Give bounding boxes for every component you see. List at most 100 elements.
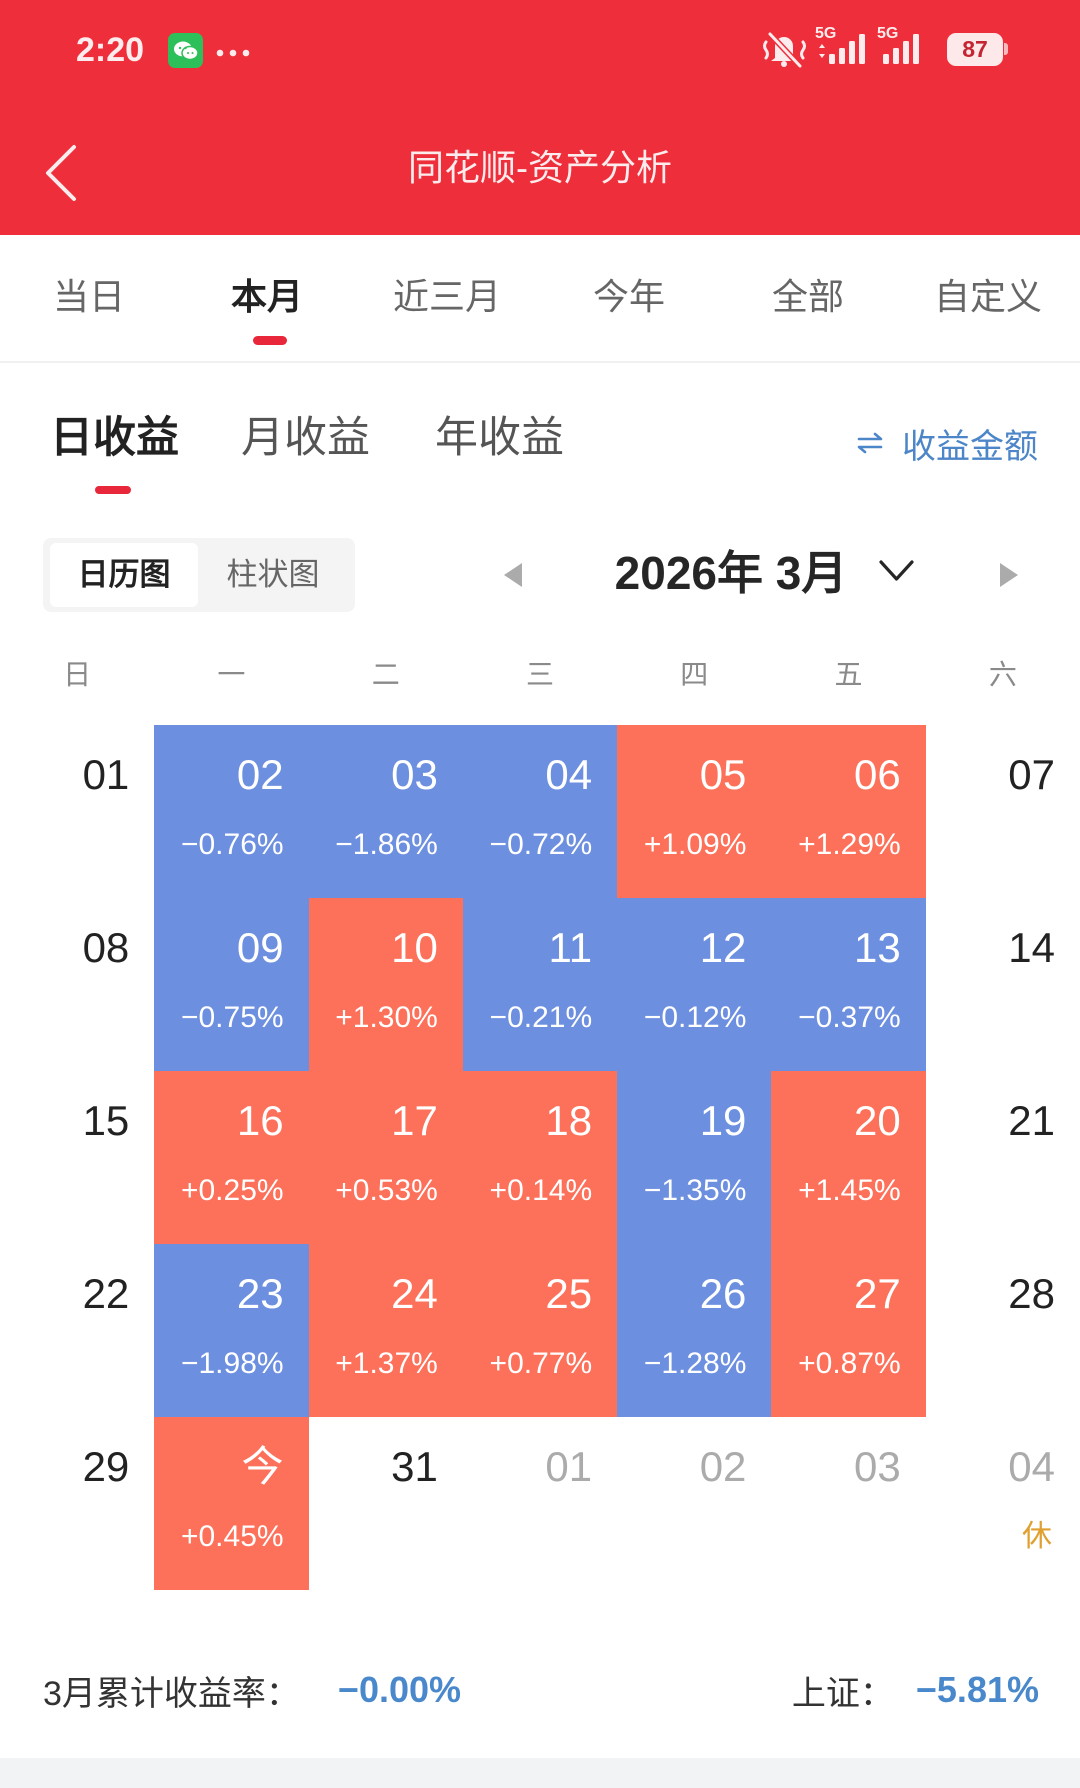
day-number: 02	[699, 1443, 747, 1490]
chevron-down-icon[interactable]	[878, 558, 915, 584]
calendar-day[interactable]: 10 +1.30%	[308, 898, 463, 1071]
calendar-day-today[interactable]: 今 +0.45%	[154, 1417, 309, 1590]
calendar-day-next-month[interactable]: 03	[771, 1417, 925, 1590]
tab-all[interactable]: 全部	[771, 276, 845, 317]
daily-return: +0.45%	[180, 1520, 284, 1553]
index-return-value: −5.81%	[915, 1669, 1039, 1710]
calendar-day[interactable]: 18 +0.14%	[462, 1071, 618, 1244]
day-number: 17	[391, 1097, 438, 1144]
daily-return: −0.72%	[489, 828, 593, 861]
day-number: 19	[699, 1097, 747, 1144]
view-toggle-active-bg	[50, 543, 198, 607]
tab-this-year[interactable]: 今年	[592, 276, 666, 317]
network-type-label: 5G	[877, 25, 899, 42]
calendar-day-next-month[interactable]: 04 休	[926, 1417, 1080, 1590]
divider	[0, 361, 1080, 363]
daily-return: +0.14%	[489, 1174, 593, 1207]
view-calendar-button[interactable]: 日历图	[77, 557, 171, 592]
prev-month-button[interactable]	[504, 563, 522, 587]
holiday-badge: 休	[1022, 1520, 1052, 1553]
weekday-label: 六	[988, 659, 1017, 690]
calendar-day[interactable]: 29	[0, 1417, 154, 1590]
tab-custom[interactable]: 自定义	[933, 276, 1043, 317]
bottom-band	[0, 1758, 1080, 1788]
daily-return: −1.98%	[180, 1347, 284, 1380]
toggle-amount-label: 收益金额	[902, 427, 1038, 466]
calendar-day[interactable]: 24 +1.37%	[308, 1244, 463, 1417]
calendar-day[interactable]: 11 −0.21%	[462, 898, 618, 1071]
calendar-day[interactable]: 19 −1.35%	[617, 1071, 772, 1244]
battery-icon: 87	[947, 33, 1003, 66]
day-number: 27	[853, 1270, 901, 1317]
day-number: 16	[236, 1097, 284, 1144]
active-subtab-indicator	[95, 486, 131, 494]
calendar-day[interactable]: 03 −1.86%	[308, 725, 463, 898]
mute-bell-icon	[763, 31, 806, 69]
day-number: 24	[391, 1270, 438, 1317]
weekday-label: 日	[63, 659, 92, 690]
weekday-label: 一	[217, 659, 246, 690]
day-number: 09	[236, 924, 284, 971]
day-number: 15	[82, 1097, 130, 1144]
calendar-day[interactable]: 17 +0.53%	[308, 1071, 463, 1244]
tab-monthly-return[interactable]: 月收益	[241, 414, 370, 462]
index-return: 上证： −5.81%	[792, 1668, 1039, 1713]
calendar-day[interactable]: 02 −0.76%	[154, 725, 309, 898]
day-number: 07	[1008, 751, 1055, 798]
signal-5g-icon-1: 5G	[815, 26, 873, 70]
daily-return: +1.45%	[798, 1174, 901, 1207]
calendar-day[interactable]: 06 +1.29%	[771, 725, 926, 898]
tab-yearly-return[interactable]: 年收益	[435, 414, 564, 462]
calendar-day[interactable]: 04 −0.72%	[462, 725, 618, 898]
day-number: 12	[699, 924, 747, 971]
calendar-day[interactable]: 31	[309, 1417, 463, 1590]
calendar-day[interactable]: 07	[926, 725, 1080, 898]
swap-icon	[857, 432, 883, 454]
day-number: 25	[545, 1270, 593, 1317]
day-number: 18	[545, 1097, 593, 1144]
calendar-day[interactable]: 05 +1.09%	[617, 725, 772, 898]
calendar-day[interactable]: 22	[0, 1244, 154, 1417]
calendar-day[interactable]: 12 −0.12%	[617, 898, 772, 1071]
day-number: 今	[241, 1443, 284, 1490]
calendar-day[interactable]: 16 +0.25%	[154, 1071, 309, 1244]
weekday-label: 五	[834, 659, 863, 690]
day-number: 08	[82, 924, 130, 971]
daily-return: −0.75%	[180, 1001, 284, 1034]
calendar-day[interactable]: 20 +1.45%	[771, 1071, 926, 1244]
tab-daily-return[interactable]: 日收益	[50, 414, 179, 462]
tab-last-three-months[interactable]: 近三月	[392, 276, 502, 317]
day-number: 26	[699, 1270, 747, 1317]
calendar-day[interactable]: 23 −1.98%	[154, 1244, 309, 1417]
month-title[interactable]: 2026年 3月	[614, 547, 848, 599]
signal-5g-icon-2: 5G	[877, 26, 935, 70]
calendar-day[interactable]: 09 −0.75%	[154, 898, 309, 1071]
daily-return: +0.77%	[489, 1347, 593, 1380]
calendar-day[interactable]: 21	[926, 1071, 1080, 1244]
toggle-amount-button[interactable]: 收益金额	[857, 422, 1038, 466]
calendar-day[interactable]: 15	[0, 1071, 154, 1244]
calendar-day-next-month[interactable]: 02	[617, 1417, 771, 1590]
calendar-day[interactable]: 28	[926, 1244, 1080, 1417]
calendar-day[interactable]: 25 +0.77%	[462, 1244, 618, 1417]
view-bar-chart-button[interactable]: 柱状图	[226, 557, 320, 592]
calendar-day[interactable]: 13 −0.37%	[771, 898, 926, 1071]
next-month-button[interactable]	[1000, 563, 1018, 587]
active-tab-indicator	[253, 336, 287, 345]
calendar-day-next-month[interactable]: 01	[463, 1417, 617, 1590]
tab-this-month[interactable]: 本月	[230, 276, 304, 317]
back-button[interactable]	[40, 142, 84, 202]
calendar-day[interactable]: 01	[0, 725, 154, 898]
calendar-day[interactable]: 26 −1.28%	[617, 1244, 772, 1417]
calendar-day[interactable]: 14	[926, 898, 1080, 1071]
daily-return: −0.37%	[798, 1001, 901, 1034]
weekday-header: 日 一 二 三 四 五 六	[0, 655, 1080, 695]
day-number: 21	[1008, 1097, 1055, 1144]
weekday-label: 二	[371, 659, 400, 690]
tab-today[interactable]: 当日	[52, 276, 126, 317]
calendar-day[interactable]: 27 +0.87%	[771, 1244, 926, 1417]
daily-return: +1.37%	[335, 1347, 438, 1380]
weekday-label: 四	[680, 659, 709, 690]
calendar-day[interactable]: 08	[0, 898, 154, 1071]
daily-return: +0.25%	[180, 1174, 284, 1207]
